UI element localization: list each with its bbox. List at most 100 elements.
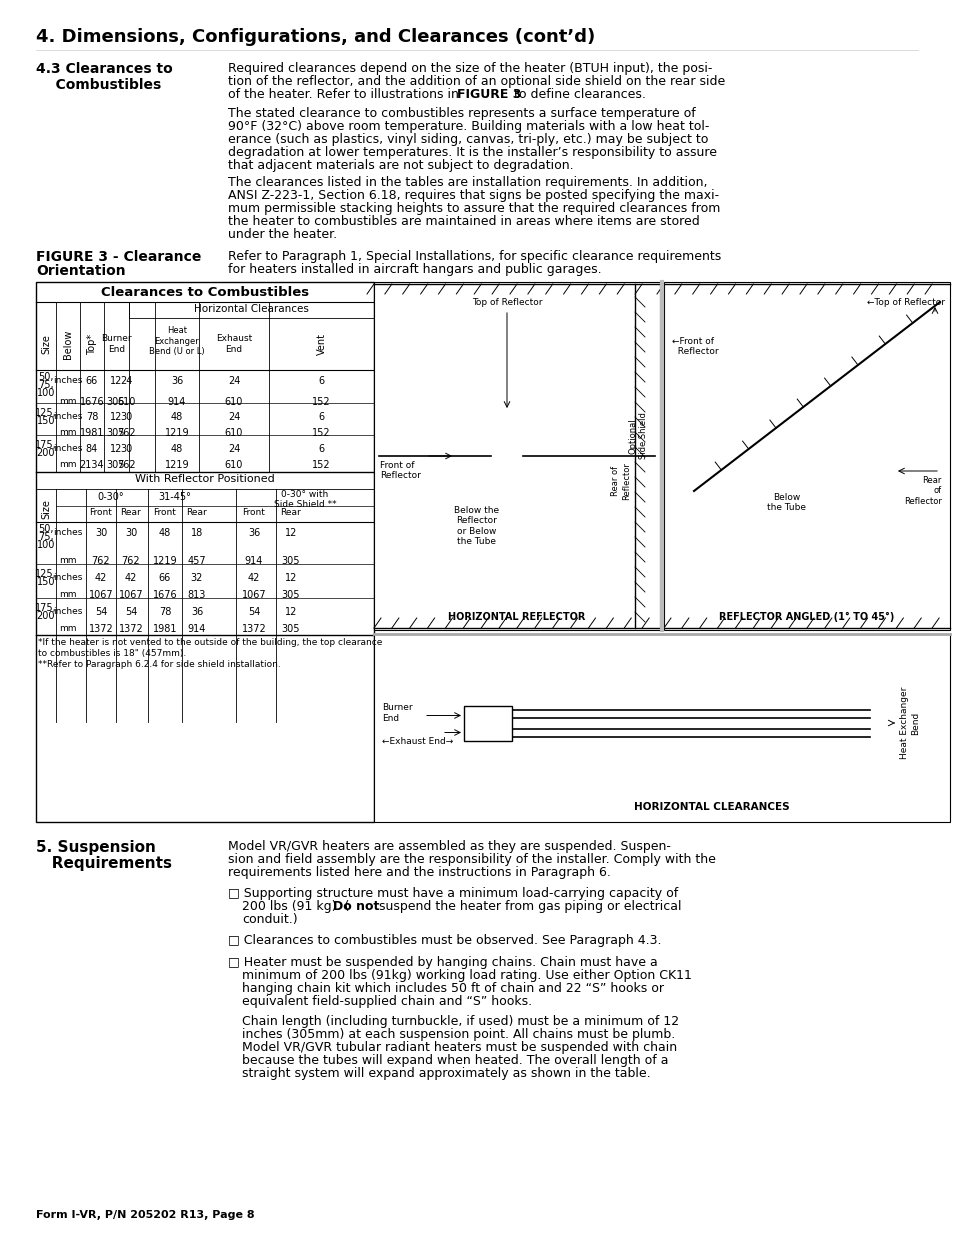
- Text: mm: mm: [59, 459, 76, 469]
- Text: 175,: 175,: [35, 440, 57, 450]
- Text: 31-45°: 31-45°: [158, 492, 192, 501]
- Text: inches: inches: [53, 573, 83, 582]
- Text: 78: 78: [86, 412, 98, 422]
- Text: The stated clearance to combustibles represents a surface temperature of: The stated clearance to combustibles rep…: [228, 107, 695, 120]
- Text: 50,: 50,: [38, 524, 53, 534]
- Text: 1219: 1219: [165, 429, 189, 438]
- Text: 914: 914: [168, 396, 186, 408]
- Text: □ Clearances to combustibles must be observed. See Paragraph 4.3.: □ Clearances to combustibles must be obs…: [228, 934, 660, 947]
- Text: 152: 152: [312, 459, 331, 471]
- Text: ←Front of
  Reflector: ←Front of Reflector: [671, 337, 718, 357]
- Text: 610: 610: [225, 429, 243, 438]
- Text: 610: 610: [225, 396, 243, 408]
- Text: 457: 457: [188, 556, 206, 566]
- Text: 75,: 75,: [38, 532, 53, 542]
- Bar: [663, 282, 949, 630]
- Text: 305: 305: [107, 396, 125, 408]
- Text: 1676: 1676: [80, 396, 104, 408]
- Text: mm: mm: [59, 624, 76, 634]
- Text: 0-30° with
Side Shield **: 0-30° with Side Shield **: [274, 490, 336, 509]
- Text: Below the
Reflector
or Below
the Tube: Below the Reflector or Below the Tube: [454, 506, 499, 546]
- Text: 762: 762: [117, 429, 135, 438]
- Text: Requirements: Requirements: [36, 856, 172, 871]
- Text: Burner
End: Burner End: [381, 704, 413, 722]
- Text: Optional
Side Shield: Optional Side Shield: [628, 412, 647, 459]
- Text: ←Exhaust End→: ←Exhaust End→: [381, 736, 453, 746]
- Text: 305: 305: [107, 429, 125, 438]
- Text: inches: inches: [53, 375, 83, 385]
- Text: 12: 12: [110, 445, 122, 454]
- Text: 24: 24: [228, 375, 240, 387]
- Text: 24: 24: [228, 412, 240, 422]
- Text: straight system will expand approximately as shown in the table.: straight system will expand approximatel…: [242, 1067, 650, 1079]
- Text: 152: 152: [312, 429, 331, 438]
- Text: Burner
End: Burner End: [101, 335, 132, 353]
- Text: ANSI Z-223-1, Section 6.18, requires that signs be posted specifying the maxi-: ANSI Z-223-1, Section 6.18, requires tha…: [228, 189, 719, 203]
- Text: 42: 42: [94, 573, 107, 583]
- Text: 84: 84: [86, 445, 98, 454]
- Text: 125,: 125,: [35, 408, 57, 417]
- Text: 6: 6: [318, 412, 324, 422]
- Text: □ Heater must be suspended by hanging chains. Chain must have a: □ Heater must be suspended by hanging ch…: [228, 956, 657, 969]
- Text: 305: 305: [281, 624, 300, 634]
- Text: 1372: 1372: [118, 624, 143, 634]
- Text: Required clearances depend on the size of the heater (BTUH input), the posi-: Required clearances depend on the size o…: [228, 62, 712, 75]
- Text: to define clearances.: to define clearances.: [510, 88, 645, 101]
- Text: 32: 32: [191, 573, 203, 583]
- Text: 1981: 1981: [80, 429, 104, 438]
- Text: Form I-VR, P/N 205202 R13, Page 8: Form I-VR, P/N 205202 R13, Page 8: [36, 1210, 254, 1220]
- Text: erance (such as plastics, vinyl siding, canvas, tri-ply, etc.) may be subject to: erance (such as plastics, vinyl siding, …: [228, 133, 708, 146]
- Text: Exhaust
End: Exhaust End: [215, 335, 252, 353]
- Text: Heat Exchanger
Bend: Heat Exchanger Bend: [900, 687, 919, 760]
- Text: ←Top of Reflector: ←Top of Reflector: [866, 298, 944, 308]
- Text: 2134: 2134: [80, 459, 104, 471]
- Text: 66: 66: [86, 375, 98, 387]
- Text: 48: 48: [171, 412, 183, 422]
- Text: Model VR/GVR heaters are assembled as they are suspended. Suspen-: Model VR/GVR heaters are assembled as th…: [228, 840, 670, 853]
- Text: 54: 54: [248, 606, 260, 618]
- Text: of the heater. Refer to illustrations in: of the heater. Refer to illustrations in: [228, 88, 462, 101]
- Text: Horizontal Clearances: Horizontal Clearances: [193, 304, 309, 314]
- Text: 6: 6: [318, 375, 324, 387]
- Text: 1981: 1981: [152, 624, 177, 634]
- Text: 100: 100: [37, 388, 55, 398]
- Text: Orientation: Orientation: [36, 264, 126, 278]
- Text: 100: 100: [37, 540, 55, 550]
- Text: Do not: Do not: [333, 900, 379, 913]
- Text: mm: mm: [59, 556, 76, 564]
- Text: 1067: 1067: [241, 590, 266, 600]
- Text: 4. Dimensions, Configurations, and Clearances (cont’d): 4. Dimensions, Configurations, and Clear…: [36, 28, 595, 46]
- Text: 200: 200: [37, 611, 55, 621]
- Text: 36: 36: [171, 375, 183, 387]
- Text: Rear of
Reflector: Rear of Reflector: [611, 462, 630, 500]
- Text: mm: mm: [59, 590, 76, 599]
- Text: □ Supporting structure must have a minimum load-carrying capacity of: □ Supporting structure must have a minim…: [228, 887, 678, 900]
- Text: Heat
Exchanger
Bend (U or L): Heat Exchanger Bend (U or L): [149, 326, 205, 356]
- Text: 1067: 1067: [118, 590, 143, 600]
- Text: 42: 42: [248, 573, 260, 583]
- Text: Top of Reflector: Top of Reflector: [471, 298, 541, 308]
- Text: 12: 12: [285, 573, 297, 583]
- Text: mum permissible stacking heights to assure that the required clearances from: mum permissible stacking heights to assu…: [228, 203, 720, 215]
- Bar: [36, 282, 374, 823]
- Text: 36: 36: [191, 606, 203, 618]
- Text: The clearances listed in the tables are installation requirements. In addition,: The clearances listed in the tables are …: [228, 177, 707, 189]
- Text: 150: 150: [37, 577, 55, 587]
- Text: Size: Size: [41, 333, 51, 354]
- Text: 175,: 175,: [35, 603, 57, 613]
- Text: REFLECTOR ANGLED (1° TO 45°): REFLECTOR ANGLED (1° TO 45°): [719, 611, 894, 622]
- Text: to combustibles is 18" (457mm).: to combustibles is 18" (457mm).: [38, 650, 186, 658]
- Text: 90°F (32°C) above room temperature. Building materials with a low heat tol-: 90°F (32°C) above room temperature. Buil…: [228, 120, 709, 133]
- Text: Clearances to Combustibles: Clearances to Combustibles: [101, 287, 309, 299]
- Text: 610: 610: [117, 396, 135, 408]
- Text: *If the heater is not vented to the outside of the building, the top clearance: *If the heater is not vented to the outs…: [38, 638, 382, 647]
- Text: 125,: 125,: [35, 569, 57, 579]
- Text: 30: 30: [120, 445, 132, 454]
- Text: Front: Front: [153, 508, 176, 517]
- Text: inches: inches: [53, 606, 83, 616]
- Text: 66: 66: [159, 573, 171, 583]
- Text: degradation at lower temperatures. It is the installer’s responsibility to assur: degradation at lower temperatures. It is…: [228, 146, 717, 159]
- Text: 1372: 1372: [241, 624, 266, 634]
- Text: 1219: 1219: [165, 459, 189, 471]
- Text: 762: 762: [117, 459, 135, 471]
